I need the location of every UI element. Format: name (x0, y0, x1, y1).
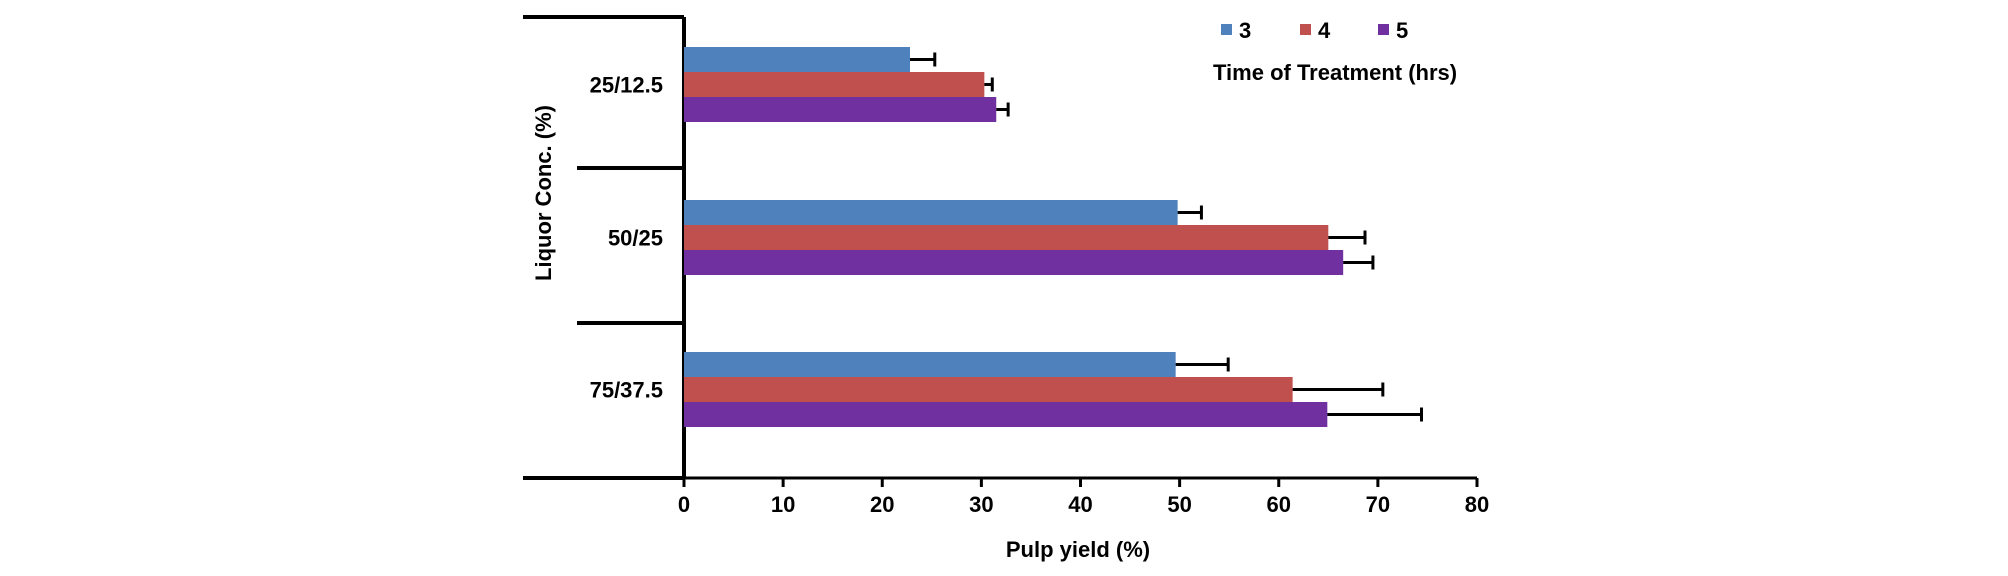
category-labels: 25/12.5 50/25 75/37.5 (590, 73, 663, 403)
legend-label: 5 (1396, 18, 1408, 43)
bar (684, 47, 911, 72)
bar (684, 352, 1176, 377)
x-tick-label: 60 (1267, 492, 1291, 517)
x-tick-label: 20 (870, 492, 894, 517)
bar (684, 402, 1328, 427)
category-label: 75/37.5 (590, 378, 663, 403)
bar (684, 225, 1329, 250)
legend-label: 3 (1239, 18, 1251, 43)
y-axis-title: Liquor Conc. (%) (531, 105, 556, 281)
bar (684, 250, 1344, 275)
x-tick-label: 50 (1167, 492, 1191, 517)
bar (684, 200, 1178, 225)
x-axis-tick-labels: 0 10 20 30 40 50 60 70 80 (678, 492, 1489, 517)
x-tick-label: 70 (1366, 492, 1390, 517)
category-label: 50/25 (608, 226, 663, 251)
x-tick-label: 30 (969, 492, 993, 517)
legend-swatch (1221, 24, 1232, 35)
x-tick-label: 10 (771, 492, 795, 517)
legend-title: Time of Treatment (hrs) (1213, 60, 1457, 85)
x-axis-ticks (682, 478, 1479, 487)
legend-swatch (1300, 24, 1311, 35)
legend-label: 4 (1318, 18, 1331, 43)
x-axis-title: Pulp yield (%) (1006, 537, 1150, 562)
category-label: 25/12.5 (590, 73, 663, 98)
error-bars (910, 52, 1423, 422)
bars (684, 47, 1344, 427)
x-tick-label: 0 (678, 492, 690, 517)
bar (684, 72, 985, 97)
x-tick-label: 40 (1068, 492, 1092, 517)
bar (684, 377, 1293, 402)
legend: 3 4 5 (1221, 18, 1408, 43)
x-tick-label: 80 (1465, 492, 1489, 517)
bar (684, 97, 997, 122)
legend-swatch (1378, 24, 1389, 35)
